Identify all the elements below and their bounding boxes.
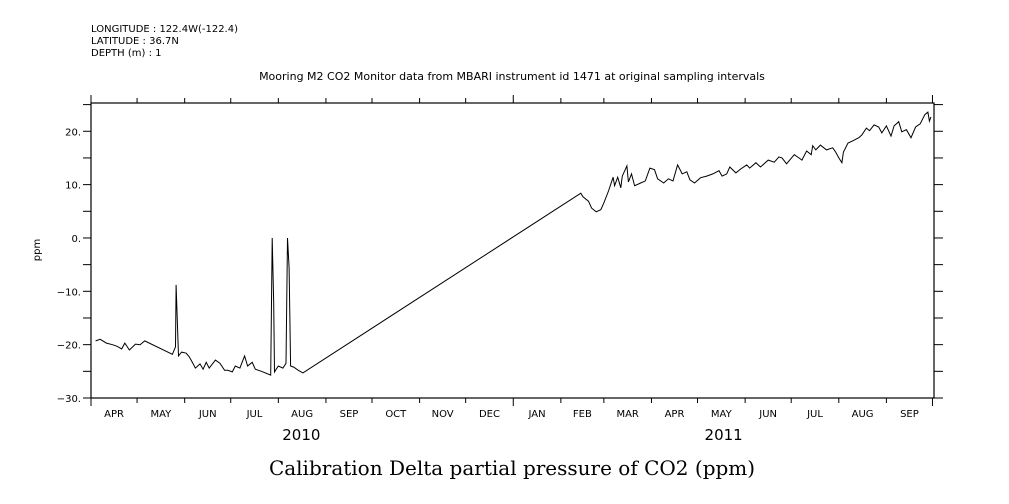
y-tick-label: −10. [57, 287, 81, 298]
x-axis-title: Calibration Delta partial pressure of CO… [269, 456, 755, 480]
y-axis-label: ppm [32, 239, 43, 261]
plot-border [90, 102, 935, 399]
location-metadata: LONGITUDE : 122.4W(-122.4) LATITUDE : 36… [91, 24, 238, 60]
x-month-label: APR [665, 409, 685, 420]
x-month-label: FEB [573, 409, 592, 420]
depth-label: DEPTH (m) : 1 [91, 48, 162, 59]
axes-frame [90, 102, 935, 399]
x-month-label: JUN [198, 409, 217, 420]
x-month-label: MAY [711, 409, 733, 420]
longitude-label: LONGITUDE : 122.4W(-122.4) [91, 24, 238, 35]
x-month-label: SEP [340, 409, 359, 420]
x-month-label: AUG [852, 409, 874, 420]
y-tick-label: −20. [57, 341, 81, 352]
x-month-label: MAR [616, 409, 638, 420]
x-ticks: APR MAY JUN JUL AUG SEP OCT NOV DEC JAN FEB MAR APR M… [90, 95, 933, 444]
x-month-label: NOV [432, 409, 454, 420]
y-tick-label: −30. [57, 394, 81, 405]
x-month-label: JUL [806, 409, 823, 420]
series-layer [95, 111, 932, 376]
x-month-label: JAN [528, 409, 546, 420]
x-month-label: DEC [479, 409, 500, 420]
x-month-label: MAY [150, 409, 172, 420]
x-month-label: OCT [385, 409, 407, 420]
x-year-label: 2011 [705, 426, 743, 444]
x-month-label: JUN [758, 409, 777, 420]
x-month-label: AUG [291, 409, 313, 420]
latitude-label: LATITUDE : 36.7N [91, 36, 179, 47]
x-year-label: 2010 [282, 426, 320, 444]
y-ticks: 20. 10. 0. −10. −20. −30. [57, 104, 943, 405]
x-month-label: JUL [246, 409, 263, 420]
y-tick-label: 10. [65, 181, 81, 192]
x-month-label: SEP [900, 409, 919, 420]
x-month-label: APR [104, 409, 124, 420]
y-tick-label: 0. [71, 234, 81, 245]
chart-title: Mooring M2 CO2 Monitor data from MBARI i… [259, 70, 765, 83]
y-tick-label: 20. [65, 127, 81, 138]
series-line [95, 111, 932, 376]
